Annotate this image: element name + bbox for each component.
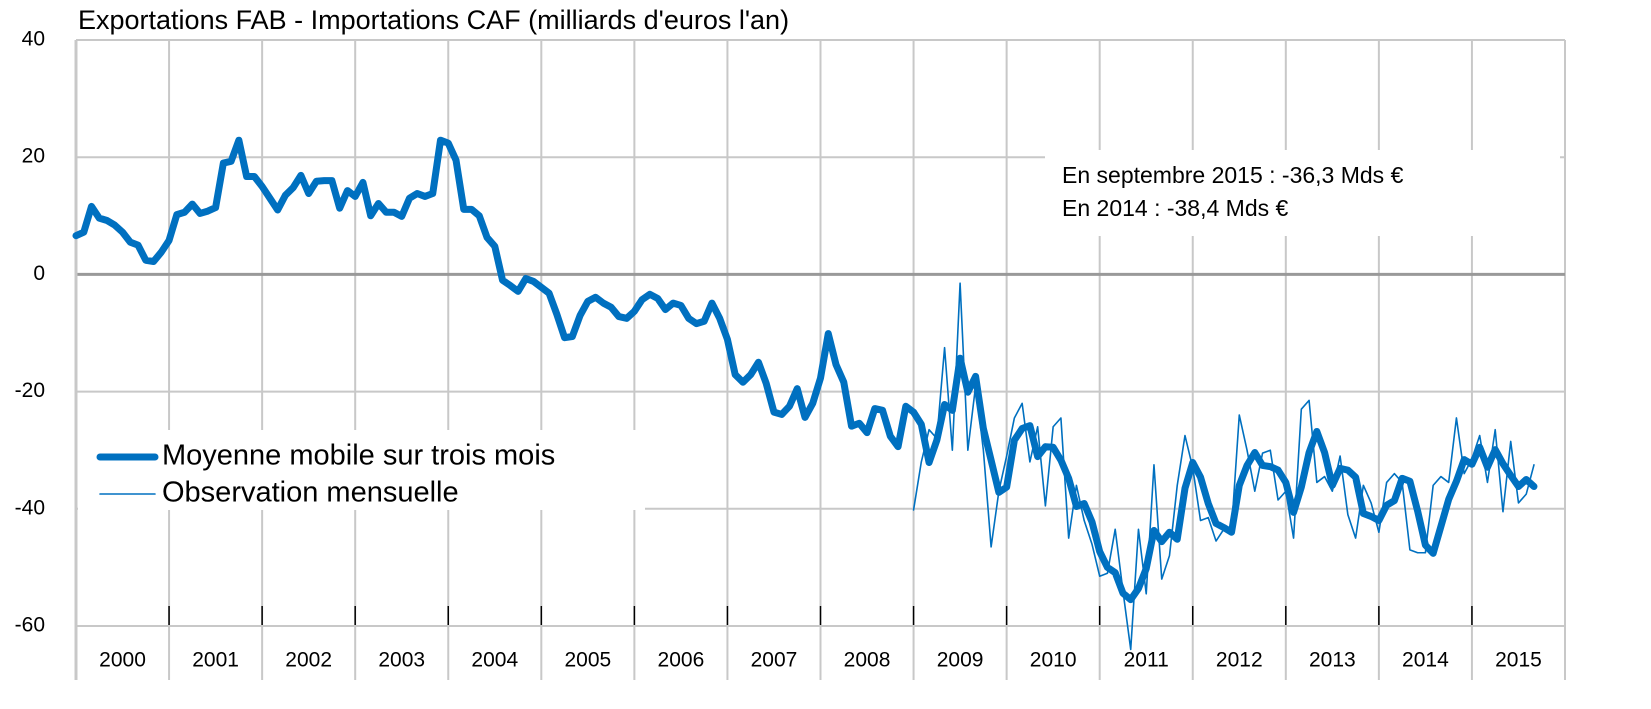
legend-label: Observation mensuelle	[162, 477, 459, 509]
x-tick-label: 2002	[285, 649, 332, 672]
x-tick-label: 2009	[937, 649, 984, 672]
x-tick-label: 2001	[192, 649, 239, 672]
annotation: En septembre 2015 : -36,3 Mds €	[1062, 162, 1404, 188]
x-tick-label: 2004	[471, 649, 518, 672]
x-tick-label: 2000	[99, 649, 146, 672]
x-tick-label: 2013	[1309, 649, 1356, 672]
y-tick-label: 40	[22, 28, 45, 51]
chart-title: Exportations FAB - Importations CAF (mil…	[78, 5, 789, 35]
x-tick-label: 2014	[1402, 649, 1449, 672]
y-tick-label: -40	[15, 496, 45, 519]
x-tick-label: 2003	[378, 649, 425, 672]
annotation: En 2014 : -38,4 Mds €	[1062, 195, 1289, 221]
legend-box	[78, 430, 645, 510]
y-tick-label: 20	[22, 145, 45, 168]
annotation-box	[1045, 150, 1560, 236]
x-tick-label: 2008	[844, 649, 891, 672]
x-tick-label: 2010	[1030, 649, 1077, 672]
y-tick-label: -20	[15, 379, 45, 402]
x-tick-label: 2005	[564, 649, 611, 672]
x-tick-label: 2012	[1216, 649, 1263, 672]
x-tick-label: 2006	[658, 649, 705, 672]
series-line	[72, 136, 1538, 604]
x-tick-label: 2007	[751, 649, 798, 672]
x-tick-label: 2015	[1495, 649, 1542, 672]
x-tick-label: 2011	[1124, 649, 1169, 672]
y-tick-label: 0	[33, 262, 45, 285]
y-tick-label: -60	[15, 614, 45, 637]
legend-label: Moyenne mobile sur trois mois	[162, 440, 555, 472]
